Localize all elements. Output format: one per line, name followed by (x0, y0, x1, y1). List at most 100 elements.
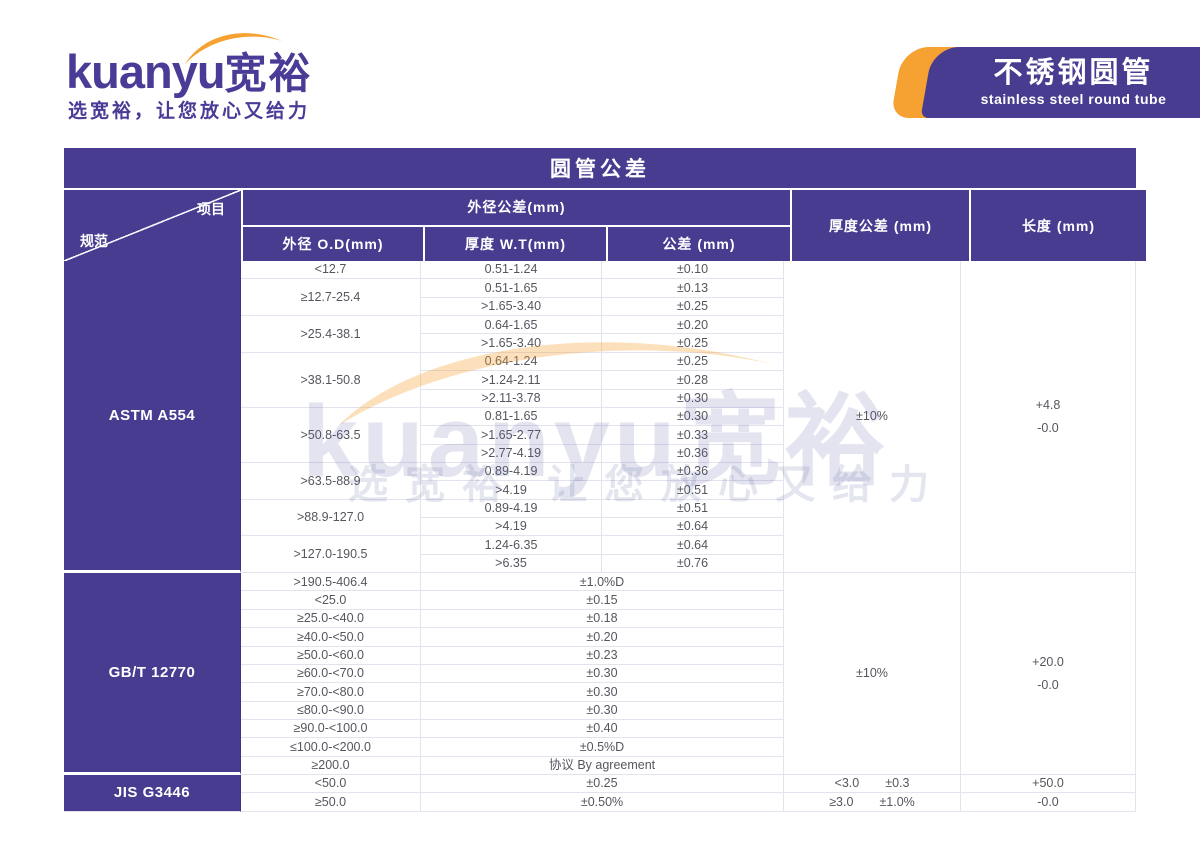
table-title: 圆管公差 (64, 148, 1136, 188)
od-range-cell: <50.0 (241, 775, 421, 794)
tolerance-merged-cell: ±0.50% (421, 793, 784, 812)
header-diagonal-cell: 项目 规范 (64, 190, 241, 261)
tolerance-merged-cell: ±0.18 (421, 609, 784, 629)
spec-cell: JIS G3446 (64, 775, 241, 812)
tolerance-cell: ±0.51 (602, 499, 784, 519)
tolerance-merged-cell: ±0.40 (421, 719, 784, 739)
wt-range-cell: 0.51-1.24 (421, 261, 602, 280)
brand-header: kuanyu宽裕 选宽裕，让您放心又给力 (64, 33, 404, 124)
tolerance-merged-cell: ±0.30 (421, 701, 784, 720)
thickness-tolerance-cell: <3.0 ±0.3 (784, 775, 961, 794)
banner-subtitle: stainless steel round tube (980, 91, 1167, 108)
header-od: 外径 O.D(mm) (243, 226, 423, 261)
od-range-cell: ≥40.0-<50.0 (241, 628, 421, 647)
od-range-cell: <12.7 (241, 261, 421, 280)
tolerance-cell: ±0.76 (602, 554, 784, 574)
table-body: ASTM A554 <12.7 0.51-1.24 ±0.10 ≥12.7-25.4 0.… (64, 261, 1136, 812)
tolerance-merged-cell: ±0.23 (421, 646, 784, 665)
length-cell: -0.0 (961, 793, 1136, 812)
tolerance-cell: ±0.10 (602, 261, 784, 280)
logo: kuanyu宽裕 (66, 40, 313, 101)
tolerance-cell: ±0.36 (602, 462, 784, 482)
tolerance-merged-cell: ±0.5%D (421, 738, 784, 757)
wt-range-cell: >2.11-3.78 (421, 389, 602, 408)
header-length: 长度 (mm) (971, 190, 1146, 261)
wt-range-cell: >1.65-3.40 (421, 297, 602, 317)
tolerance-cell: ±0.64 (602, 518, 784, 537)
header-wt: 厚度 W.T(mm) (425, 226, 606, 261)
wt-range-cell: >1.65-3.40 (421, 334, 602, 353)
wt-range-cell: >6.35 (421, 554, 602, 574)
tolerance-cell: ±0.51 (602, 481, 784, 500)
od-range-cell: >88.9-127.0 (241, 499, 421, 537)
tolerance-cell: ±0.64 (602, 536, 784, 555)
od-range-cell: ≥12.7-25.4 (241, 279, 421, 317)
od-range-cell: ≥90.0-<100.0 (241, 719, 421, 739)
od-range-cell: ≥25.0-<40.0 (241, 609, 421, 629)
wt-range-cell: >1.65-2.77 (421, 426, 602, 445)
od-range-cell: >190.5-406.4 (241, 573, 421, 592)
banner-purple-bar (989, 47, 1200, 118)
spec-cell: GB/T 12770 (64, 573, 241, 776)
tolerance-merged-cell: ±0.30 (421, 664, 784, 684)
wt-range-cell: 0.81-1.65 (421, 407, 602, 427)
tolerance-merged-cell: ±0.20 (421, 628, 784, 647)
tolerance-cell: ±0.13 (602, 279, 784, 298)
banner-title: 不锈钢圆管 (993, 56, 1154, 89)
od-range-cell: >63.5-88.9 (241, 462, 421, 500)
tolerance-cell: ±0.30 (602, 389, 784, 408)
tolerance-cell: ±0.25 (602, 297, 784, 317)
length-cell: +50.0 (961, 775, 1136, 794)
header-od-tolerance-group: 外径公差(mm) (243, 190, 790, 225)
tolerance-merged-cell: 协议 By agreement (421, 756, 784, 776)
od-range-cell: >127.0-190.5 (241, 536, 421, 574)
tolerance-cell: ±0.20 (602, 316, 784, 335)
header-item-label: 项目 (197, 201, 225, 217)
od-range-cell: ≥60.0-<70.0 (241, 664, 421, 684)
wt-range-cell: 1.24-6.35 (421, 536, 602, 555)
od-range-cell: >38.1-50.8 (241, 352, 421, 408)
wt-range-cell: 0.51-1.65 (421, 279, 602, 298)
header-thickness-tolerance: 厚度公差 (mm) (792, 190, 969, 261)
od-range-cell: <25.0 (241, 591, 421, 610)
od-range-cell: ≥50.0-<60.0 (241, 646, 421, 665)
od-range-cell: ≤80.0-<90.0 (241, 701, 421, 720)
wt-range-cell: 0.89-4.19 (421, 462, 602, 482)
wt-range-cell: 0.89-4.19 (421, 499, 602, 519)
od-range-cell: ≥200.0 (241, 756, 421, 776)
brand-tagline: 选宽裕，让您放心又给力 (68, 101, 311, 122)
logo-cjk-text: 宽裕 (224, 50, 313, 97)
tolerance-cell: ±0.25 (602, 352, 784, 372)
tolerance-cell: ±0.33 (602, 426, 784, 445)
od-range-cell: ≥50.0 (241, 793, 421, 812)
thickness-tolerance-cell: ±10% (784, 261, 961, 574)
length-cell: +20.0 -0.0 (961, 573, 1136, 776)
tolerance-merged-cell: ±1.0%D (421, 573, 784, 592)
tolerance-merged-cell: ±0.15 (421, 591, 784, 610)
od-range-cell: >50.8-63.5 (241, 407, 421, 463)
tolerance-cell: ±0.30 (602, 407, 784, 427)
tolerance-merged-cell: ±0.30 (421, 683, 784, 702)
wt-range-cell: 0.64-1.65 (421, 316, 602, 335)
tolerance-cell: ±0.28 (602, 371, 784, 390)
thickness-tolerance-cell: ±10% (784, 573, 961, 776)
logo-latin-text: kuanyu (66, 45, 226, 98)
wt-range-cell: >4.19 (421, 518, 602, 537)
banner-text: 不锈钢圆管 stainless steel round tube (953, 47, 1194, 118)
tolerance-cell: ±0.25 (602, 334, 784, 353)
wt-range-cell: >1.24-2.11 (421, 371, 602, 390)
thickness-tolerance-cell: ≥3.0 ±1.0% (784, 793, 961, 812)
header-tol: 公差 (mm) (608, 226, 790, 261)
wt-range-cell: >2.77-4.19 (421, 444, 602, 463)
header-spec-label: 规范 (80, 233, 108, 249)
od-range-cell: ≥70.0-<80.0 (241, 683, 421, 702)
od-range-cell: ≤100.0-<200.0 (241, 738, 421, 757)
tolerance-merged-cell: ±0.25 (421, 775, 784, 794)
table-header: 项目 规范 外径公差(mm) 厚度公差 (mm) 长度 (mm) 外径 O.D(… (64, 190, 1146, 261)
logo-swoosh-icon (185, 33, 282, 64)
tolerance-cell: ±0.36 (602, 444, 784, 463)
wt-range-cell: 0.64-1.24 (421, 352, 602, 372)
length-cell: +4.8 -0.0 (961, 261, 1136, 574)
wt-range-cell: >4.19 (421, 481, 602, 500)
spec-cell: ASTM A554 (64, 261, 241, 574)
